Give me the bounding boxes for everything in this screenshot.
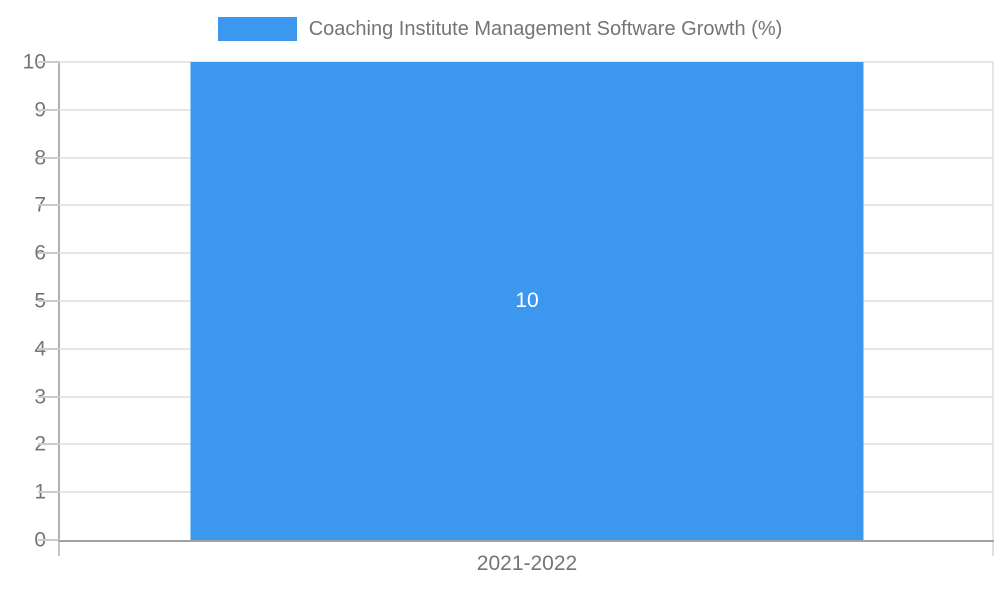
y-axis-tick-2 <box>38 443 60 446</box>
bar-value-label: 10 <box>515 289 539 312</box>
chart-legend: Coaching Institute Management Software G… <box>0 17 1000 41</box>
y-axis-tick-1 <box>38 491 60 494</box>
bar-2021-2022[interactable]: 10 <box>190 62 864 540</box>
y-axis-tick-10 <box>38 61 60 63</box>
y-axis-tick-6 <box>38 252 60 255</box>
y-axis-tick-7 <box>38 204 60 207</box>
x-axis-category-label: 2021-2022 <box>476 552 578 575</box>
legend-swatch-icon <box>217 17 297 41</box>
y-axis-tick-9 <box>38 108 60 111</box>
y-axis-tick-0 <box>38 539 60 541</box>
y-axis-tick-8 <box>38 156 60 159</box>
y-axis-tick-4 <box>38 347 60 350</box>
x-axis-tick-left <box>58 540 60 556</box>
x-axis-line <box>58 540 994 542</box>
x-axis-tick-right <box>992 540 994 556</box>
legend-label: Coaching Institute Management Software G… <box>308 17 783 40</box>
legend-item[interactable]: Coaching Institute Management Software G… <box>217 17 783 41</box>
y-axis-tick-5 <box>38 300 60 302</box>
y-axis-tick-3 <box>38 395 60 398</box>
plot-area: 10 <box>38 61 994 556</box>
y-axis-label-10: 10 <box>22 50 46 74</box>
